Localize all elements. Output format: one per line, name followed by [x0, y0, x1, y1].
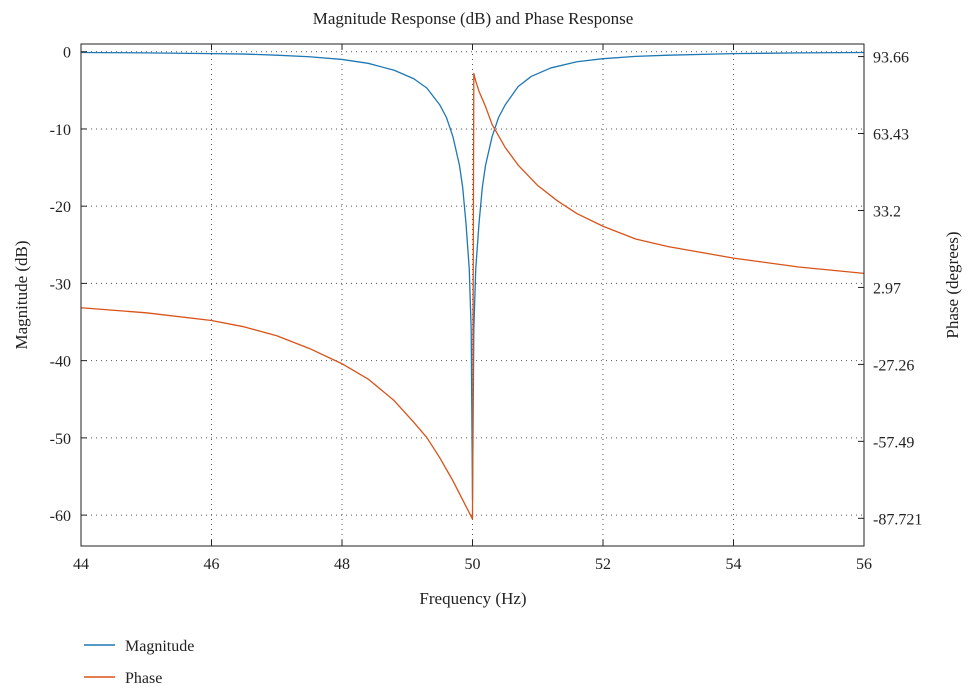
phase-series-line — [80, 72, 865, 520]
y-tick-label: -20 — [50, 199, 71, 216]
magnitude-legend-label: Magnitude — [125, 638, 194, 655]
y2-tick-label: 63.43 — [873, 127, 909, 144]
chart-title: Magnitude Response (dB) and Phase Respon… — [313, 9, 634, 28]
x-axis: 44 46 48 50 52 54 56 — [73, 44, 872, 573]
y2-tick-label: -57.49 — [873, 434, 914, 451]
y-tick-label: 0 — [63, 45, 71, 62]
series-lines — [80, 51, 865, 520]
x-axis-label: Frequency (Hz) — [419, 589, 526, 608]
y-tick-label: -50 — [50, 431, 71, 448]
y-axis-label: Magnitude (dB) — [12, 240, 31, 349]
y-axis-left: 0 -10 -20 -30 -40 -50 -60 — [50, 45, 87, 525]
phase-legend-label: Phase — [125, 670, 162, 687]
x-tick-label: 56 — [856, 556, 872, 573]
x-tick-label: 44 — [73, 556, 89, 573]
x-tick-label: 46 — [204, 556, 220, 573]
y2-tick-label: -87.721 — [873, 511, 922, 528]
y2-tick-label: 2.97 — [873, 280, 901, 297]
gridlines — [81, 44, 864, 546]
y2-tick-label: -27.26 — [873, 357, 914, 374]
y-tick-label: -40 — [50, 354, 71, 371]
magnitude-series-line — [80, 51, 865, 501]
y-axis-right: 93.66 63.43 33.2 2.97 -27.26 -57.49 -87.721 — [858, 50, 922, 528]
y2-axis-label: Phase (degrees) — [943, 231, 962, 338]
y2-tick-label: 93.66 — [873, 50, 909, 67]
x-tick-label: 52 — [595, 556, 611, 573]
y-tick-label: -10 — [50, 122, 71, 139]
y-tick-label: -60 — [50, 508, 71, 525]
y-tick-label: -30 — [50, 276, 71, 293]
x-tick-label: 54 — [726, 556, 742, 573]
x-tick-label: 50 — [465, 556, 481, 573]
legend: Magnitude Phase — [84, 638, 194, 687]
y2-tick-label: 33.2 — [873, 203, 901, 220]
x-tick-label: 48 — [334, 556, 350, 573]
